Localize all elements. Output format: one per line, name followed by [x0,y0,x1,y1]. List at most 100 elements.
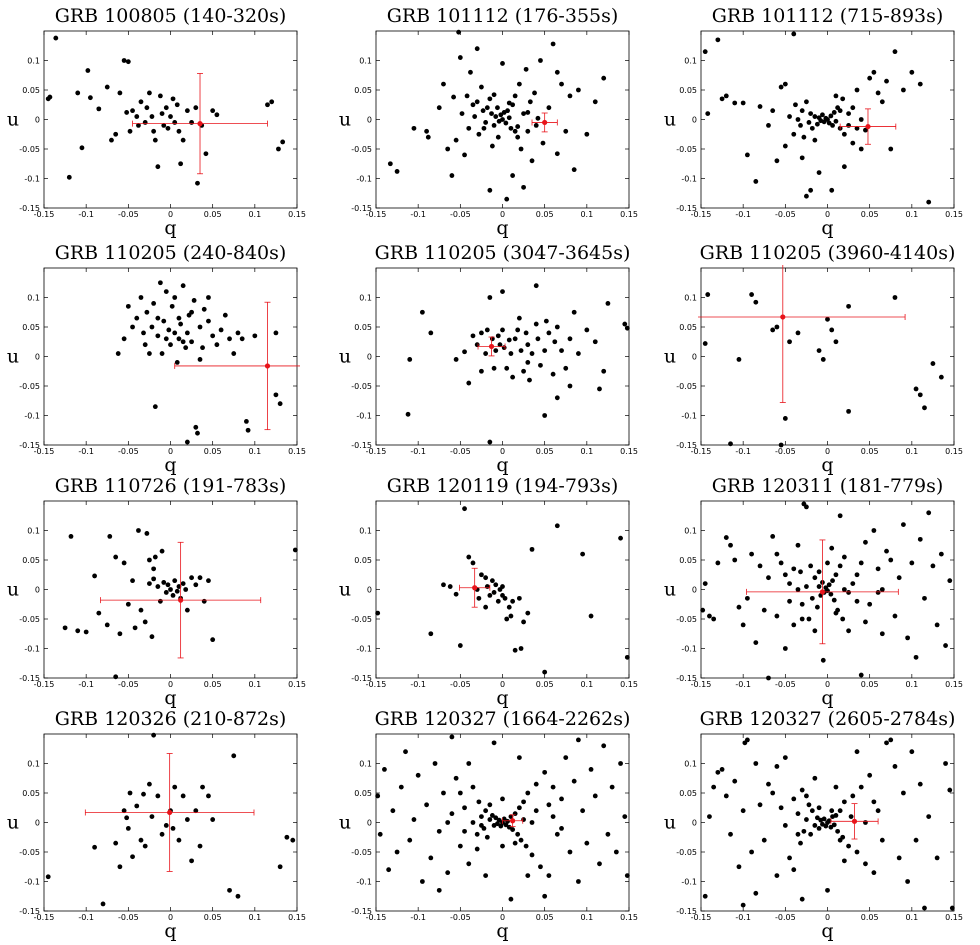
data-point [554,151,560,157]
data-point [543,318,549,324]
data-point [377,831,383,837]
x-tick-label: 0.15 [945,680,963,689]
plot-title: GRB 120311 (181-779s) [712,475,944,497]
plot-frame [375,500,630,679]
data-point [812,823,818,828]
y-axis-label: u [7,109,19,131]
data-point [707,613,712,619]
data-point [515,124,521,129]
data-point [892,764,898,769]
data-point [504,365,510,371]
data-point [525,790,531,796]
data-point [441,81,446,87]
data-point [445,820,451,825]
data-point [445,870,451,876]
x-axis-label: q [496,454,508,476]
data-point [419,309,425,315]
y-tick-label: -0.05 [676,145,697,154]
data-point [816,569,822,575]
data-point [554,523,560,529]
data-point [500,289,505,294]
data-point [753,890,759,896]
scatter-svg: GRB 110205 (3960-4140s) -0.15 -0.1 -0.05 0 0.… [664,242,963,476]
mean-polarization-point [178,597,184,603]
data-point [166,327,172,333]
data-point [464,93,470,99]
data-point [79,145,85,151]
y-tick-label: 0.1 [684,760,697,769]
data-point [487,96,493,102]
data-point [470,560,476,566]
data-point [917,81,923,87]
data-point [571,167,577,173]
x-tick-label: -0.15 [366,210,387,219]
data-point [871,528,877,533]
data-point [525,873,531,878]
data-point [277,864,283,870]
data-point [576,737,581,743]
data-point [801,828,807,834]
data-point [922,405,927,411]
data-point [804,793,809,799]
data-point [147,557,152,563]
data-point [791,796,797,802]
data-point [518,646,524,651]
y-axis-label: u [339,109,351,131]
data-point [613,849,619,855]
data-point [580,551,586,557]
scatter-svg: GRB 120311 (181-779s) -0.15 -0.1 -0.05 0 0.05… [664,475,963,709]
data-point [875,566,881,572]
data-point [525,128,531,134]
data-point [795,542,801,548]
data-point [858,672,864,678]
data-point [147,581,152,586]
data-point [484,105,490,111]
data-point [144,105,150,111]
x-tick-label: -0.1 [410,210,426,219]
data-point [571,309,577,315]
data-point [820,357,826,362]
data-point [723,93,729,99]
data-point [715,769,721,775]
data-point [782,81,788,87]
x-tick-label: 0.15 [945,447,963,456]
y-tick-label: -0.1 [681,175,697,184]
mean-polarization-point [542,119,548,126]
data-point [491,365,497,371]
data-point [516,805,522,811]
data-point [846,590,851,595]
data-point [375,793,381,799]
y-axis-label: u [664,109,676,131]
data-point [428,631,434,637]
data-point [487,802,493,808]
data-point [774,873,780,878]
data-point [405,411,411,417]
data-point [728,441,733,447]
scatter-svg: GRB 100805 (140-320s) -0.15 -0.1 -0.05 0 0.05… [7,5,306,239]
data-point [711,784,717,790]
data-point [493,815,499,821]
data-point [854,598,860,604]
y-tick-label: 0 [692,586,697,595]
data-point [491,92,497,98]
data-point [538,362,543,368]
data-point [500,61,505,66]
y-tick-label: -0.05 [351,382,372,391]
data-point [841,858,847,864]
y-tick-label: -0.05 [676,382,697,391]
data-point [134,803,140,809]
y-tick-label: -0.05 [676,848,697,857]
data-point [584,131,590,137]
plot-title: GRB 110205 (3960-4140s) [700,242,956,264]
data-point [723,793,729,799]
data-point [744,595,750,601]
data-point [189,309,194,315]
data-point [554,69,560,75]
data-point [487,593,493,598]
data-point [501,816,507,822]
data-point [791,131,797,137]
data-point [879,837,885,843]
data-point [235,893,241,899]
x-tick-label: 0.15 [620,210,638,219]
